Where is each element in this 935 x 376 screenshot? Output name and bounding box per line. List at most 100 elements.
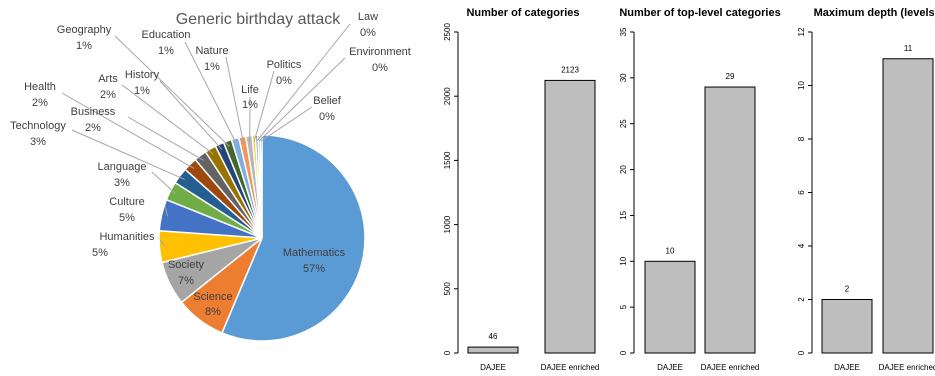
pie-label-science: Science: [193, 291, 232, 303]
pie-pct-environment: 0%: [372, 62, 388, 74]
pie-label-life: Life: [241, 84, 259, 96]
pie-label-belief: Belief: [313, 95, 341, 107]
pie-label-arts: Arts: [98, 73, 118, 85]
pie-label-mathematics: Mathematics: [283, 247, 346, 259]
y-tick-label: 2500: [443, 23, 452, 41]
y-tick-label: 5: [619, 304, 628, 309]
y-tick-label: 1000: [443, 215, 452, 233]
pie-label-society: Society: [168, 259, 205, 271]
leader-line-history: [159, 80, 223, 150]
pie-pct-history: 1%: [134, 85, 150, 97]
y-tick-label: 35: [619, 27, 628, 36]
leader-line-education: [184, 41, 238, 145]
x-category-label: DAJEE: [657, 363, 683, 372]
bar-value-label: 46: [489, 332, 498, 341]
bar-dajee: [821, 299, 873, 354]
bar-value-label: 29: [726, 72, 735, 81]
pie-label-health: Health: [24, 81, 56, 93]
y-tick-label: 0: [797, 350, 806, 355]
pie-pct-belief: 0%: [319, 111, 335, 123]
pie-pct-education: 1%: [158, 45, 174, 57]
pie-pct-science: 8%: [205, 306, 221, 318]
leader-line-business: [127, 116, 205, 161]
pie-label-business: Business: [71, 106, 116, 118]
pie-slices: [158, 134, 366, 342]
pie-label-humanities: Humanities: [99, 231, 155, 243]
bar-panel-maximum-depth-levels: Maximum depth (levels) 0 2 4 6 8 10 12 2 DAJEE 11 D…: [797, 7, 935, 372]
pie-pct-humanities: 5%: [92, 247, 108, 259]
y-tick-label: 25: [619, 119, 628, 128]
leader-line-environment: [258, 57, 346, 142]
leader-line-politics: [253, 70, 275, 142]
pie-label-politics: Politics: [267, 59, 302, 71]
pie-pct-arts: 2%: [100, 89, 116, 101]
leader-line-nature: [225, 56, 244, 143]
pie-pct-language: 3%: [114, 177, 130, 189]
y-tick-label: 20: [619, 165, 628, 174]
bar-dajee-enriched: [882, 58, 934, 354]
pie-label-nature: Nature: [195, 45, 228, 57]
x-category-label: DAJEE: [834, 363, 860, 372]
bar-panel-number-of-top-level-categories: Number of top-level categories 0 5 10 15 20 25…: [619, 7, 781, 372]
y-tick-label: 30: [619, 73, 628, 82]
leader-line-law: [256, 23, 351, 142]
pie-pct-geography: 1%: [76, 40, 92, 52]
bar-title-maximum-depth-levels: Maximum depth (levels): [814, 7, 935, 19]
pie-pct-society: 7%: [178, 275, 194, 287]
pie-label-technology: Technology: [10, 120, 66, 132]
leader-line-geography: [114, 35, 230, 147]
bar-title-number-of-top-level-categories: Number of top-level categories: [619, 7, 780, 19]
bar-panel-number-of-categories: Number of categories 0 500 1000 1500 2000 2500…: [443, 7, 599, 372]
pie-slice-mathematics: [220, 134, 366, 342]
bar-dajee: [467, 346, 519, 354]
bar-title-number-of-categories: Number of categories: [466, 7, 579, 19]
y-tick-label: 12: [797, 27, 806, 36]
y-tick-label: 0: [619, 350, 628, 355]
y-tick-label: 15: [619, 210, 628, 219]
leader-line-technology: [71, 129, 185, 180]
y-tick-label: 4: [797, 243, 806, 248]
x-category-label: DAJEE enriched: [879, 363, 935, 372]
leader-line-arts: [121, 84, 214, 155]
y-tick-label: 2000: [443, 87, 452, 105]
y-tick-label: 0: [443, 350, 452, 355]
leader-line-language: [151, 171, 177, 195]
bar-value-label: 11: [904, 44, 913, 53]
pie-label-environment: Environment: [349, 46, 411, 58]
x-category-label: DAJEE enriched: [701, 363, 760, 372]
pie-title: Generic birthday attack: [176, 11, 342, 28]
pie-pct-life: 1%: [242, 99, 258, 111]
y-tick-label: 2: [797, 297, 806, 302]
pie-label-history: History: [125, 69, 160, 81]
pie-pct-politics: 0%: [276, 75, 292, 87]
pie-label-education: Education: [142, 29, 191, 41]
leader-line-culture: [164, 205, 168, 217]
bar-value-label: 2: [845, 285, 850, 294]
y-tick-label: 1500: [443, 151, 452, 169]
bar-dajee-enriched: [704, 86, 756, 354]
y-tick-label: 6: [797, 190, 806, 195]
bar-value-label: 10: [666, 246, 675, 255]
pie-leader-lines: [61, 23, 351, 247]
leader-line-humanities: [159, 239, 166, 247]
pie-pct-culture: 5%: [119, 212, 135, 224]
y-tick-label: 10: [619, 256, 628, 265]
bar-value-label: 2123: [561, 65, 579, 74]
pie-pct-technology: 3%: [30, 136, 46, 148]
pie-label-geography: Geography: [57, 24, 112, 36]
pie-labels: Mathematics 57% Science 8% Society 7% Humaniti…: [10, 11, 411, 318]
y-tick-label: 10: [797, 81, 806, 90]
x-category-label: DAJEE enriched: [541, 363, 600, 372]
leader-line-belief: [260, 106, 313, 142]
pie-pct-health: 2%: [32, 97, 48, 109]
pie-label-culture: Culture: [109, 196, 144, 208]
pie-pct-mathematics: 57%: [303, 263, 325, 275]
pie-label-law: Law: [358, 11, 378, 23]
x-category-label: DAJEE: [480, 363, 506, 372]
y-tick-label: 8: [797, 136, 806, 141]
y-tick-label: 500: [443, 282, 452, 296]
pie-pct-nature: 1%: [204, 61, 220, 73]
bar-charts: Number of categories05001000150020002500…: [443, 7, 935, 372]
leader-line-health: [61, 92, 195, 170]
